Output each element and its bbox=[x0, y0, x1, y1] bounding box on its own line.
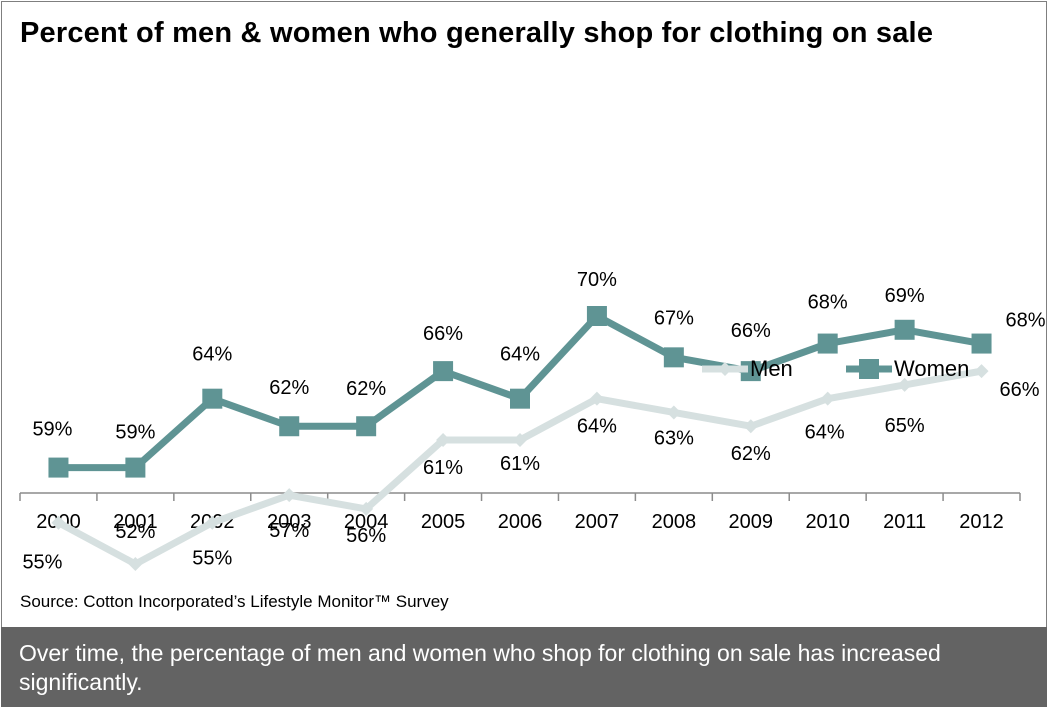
men-data-label: 65% bbox=[885, 415, 925, 437]
women-data-label: 64% bbox=[192, 344, 232, 366]
women-point bbox=[125, 457, 146, 478]
men-point bbox=[743, 419, 758, 434]
women-data-label: 59% bbox=[115, 422, 155, 444]
legend: Men Women bbox=[702, 356, 969, 381]
x-tick-label: 2011 bbox=[883, 511, 926, 533]
men-point bbox=[718, 362, 732, 376]
women-point bbox=[510, 388, 530, 409]
men-point bbox=[513, 433, 527, 448]
men-data-label: 55% bbox=[22, 552, 62, 574]
men-data-label: 64% bbox=[805, 422, 845, 444]
x-tick-label: 2003 bbox=[267, 511, 312, 533]
men-data-label: 61% bbox=[423, 457, 463, 479]
men-point bbox=[820, 391, 835, 406]
x-tick-label: 2012 bbox=[959, 511, 1004, 533]
women-data-label: 59% bbox=[32, 419, 72, 441]
x-axis: 2000200120022003200420052006200720082009… bbox=[19, 492, 1021, 533]
x-tick-label: 2006 bbox=[498, 511, 543, 533]
x-tick-label: 2005 bbox=[421, 511, 466, 533]
women-point bbox=[356, 416, 377, 437]
x-tick-label: 2004 bbox=[344, 511, 389, 533]
women-point bbox=[202, 388, 223, 409]
source-note: Source: Cotton Incorporated’s Lifestyle … bbox=[20, 592, 449, 611]
men-data-label: 62% bbox=[731, 443, 771, 465]
legend-men-label: Men bbox=[750, 356, 793, 381]
women-point bbox=[817, 333, 838, 354]
men-data-label: 52% bbox=[115, 521, 155, 543]
women-point bbox=[279, 416, 300, 437]
x-tick-label: 2009 bbox=[729, 511, 774, 533]
men-data-label: 57% bbox=[269, 520, 309, 542]
data-labels: 55% 52% 55% 57% 56% 61% 61% 64% 63% 62% 64% 65% 66% 5… bbox=[22, 269, 1045, 574]
men-data-label: 55% bbox=[192, 548, 232, 570]
women-data-label: 68% bbox=[1006, 310, 1046, 332]
men-point bbox=[974, 364, 989, 379]
x-tick-label: 2008 bbox=[652, 511, 697, 533]
women-point bbox=[48, 457, 69, 478]
men-point bbox=[282, 488, 297, 503]
women-data-label: 67% bbox=[654, 307, 694, 329]
women-data-label: 70% bbox=[577, 269, 617, 291]
women-data-label: 66% bbox=[731, 320, 771, 342]
men-point bbox=[666, 405, 681, 420]
women-data-label: 68% bbox=[808, 292, 848, 314]
women-data-label: 62% bbox=[346, 378, 386, 400]
women-point bbox=[859, 359, 879, 379]
x-tick-label: 2001 bbox=[113, 511, 158, 533]
women-point bbox=[971, 333, 992, 354]
men-point bbox=[897, 377, 912, 392]
women-point bbox=[663, 347, 684, 368]
legend-women-label: Women bbox=[894, 356, 969, 381]
men-point bbox=[51, 515, 66, 530]
x-tick-label: 2007 bbox=[575, 511, 620, 533]
men-data-label: 66% bbox=[1000, 379, 1040, 401]
men-data-label: 63% bbox=[654, 427, 694, 449]
men-data-label: 61% bbox=[500, 453, 540, 475]
x-tick-label: 2010 bbox=[805, 511, 850, 533]
women-data-label: 66% bbox=[423, 323, 463, 345]
men-data-label: 56% bbox=[346, 525, 386, 547]
women-data-label: 62% bbox=[269, 377, 309, 399]
footer-caption: Over time, the percentage of men and wom… bbox=[1, 627, 1047, 707]
chart-title: Percent of men & women who generally sho… bbox=[20, 17, 934, 49]
men-point bbox=[128, 557, 143, 572]
women-data-label: 64% bbox=[500, 344, 540, 366]
women-point bbox=[894, 319, 915, 340]
women-point bbox=[586, 306, 607, 326]
men-data-label: 64% bbox=[577, 416, 617, 438]
series-layer bbox=[48, 306, 992, 572]
men-point bbox=[589, 391, 604, 406]
women-point bbox=[433, 361, 454, 382]
men-point bbox=[205, 515, 220, 530]
men-point bbox=[359, 501, 374, 516]
women-data-label: 69% bbox=[885, 285, 925, 307]
men-point bbox=[436, 433, 451, 448]
